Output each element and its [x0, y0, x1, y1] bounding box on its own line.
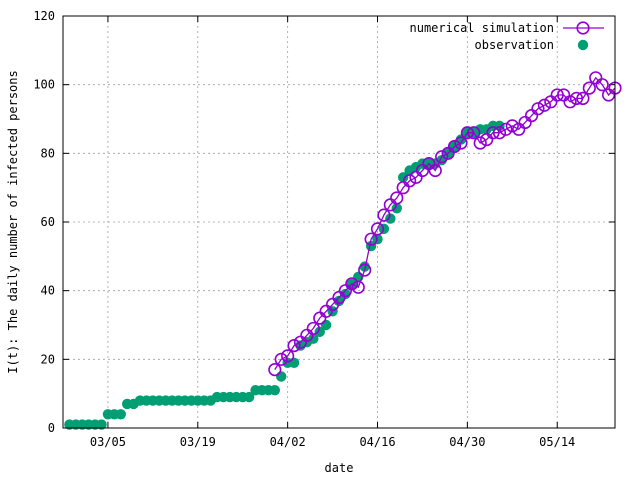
x-tick-label: 04/02 — [270, 435, 306, 449]
y-tick-labels: 0 20 40 60 80 100 120 — [33, 9, 55, 435]
observation-point — [397, 172, 409, 183]
x-tick-label: 04/30 — [449, 435, 485, 449]
x-tick-label: 03/05 — [90, 435, 126, 449]
x-axis-label: date — [325, 461, 354, 475]
simulation-point — [492, 126, 507, 140]
simulation-point — [287, 339, 301, 353]
observation-point — [320, 319, 332, 331]
simulation-point — [537, 98, 551, 112]
simulation-point — [306, 321, 320, 336]
simulation-point — [358, 263, 372, 277]
x-tick-label: 05/14 — [539, 435, 575, 449]
y-axis-label: I(t): The daily number of infected perso… — [6, 70, 20, 373]
simulation-point — [486, 126, 500, 140]
observation-series — [64, 120, 505, 430]
legend-marker-simulation — [576, 21, 590, 35]
legend: numerical simulation observation — [410, 21, 604, 52]
simulation-point — [390, 191, 404, 205]
simulation-point — [576, 91, 590, 105]
observation-point — [385, 213, 396, 224]
observation-point — [308, 333, 319, 344]
simulation-point — [569, 91, 584, 105]
simulation-point — [531, 102, 545, 116]
x-tick-label: 04/16 — [359, 435, 395, 449]
legend-symbol-observation — [577, 39, 589, 51]
observation-point — [314, 326, 325, 338]
simulation-point — [351, 280, 365, 294]
y-tick-label: 20 — [41, 352, 55, 366]
simulation-point — [473, 136, 487, 150]
simulation-point — [460, 126, 474, 140]
legend-label-observation: observation — [475, 38, 554, 52]
simulation-point — [281, 349, 295, 363]
y-tick-label: 80 — [41, 146, 55, 160]
simulation-point — [467, 126, 481, 140]
simulation-point — [582, 81, 596, 95]
axis-ticks — [63, 15, 615, 429]
simulation-point — [499, 122, 513, 136]
legend-label-simulation: numerical simulation — [410, 21, 555, 35]
y-tick-label: 40 — [41, 284, 55, 298]
simulation-point — [364, 232, 378, 246]
simulation-point — [377, 208, 391, 222]
y-tick-label: 0 — [48, 421, 55, 435]
simulation-point — [428, 163, 442, 178]
observation-point — [243, 391, 255, 403]
series — [64, 71, 622, 430]
observation-point — [115, 409, 126, 420]
simulation-point — [595, 78, 609, 92]
plot-frame — [62, 15, 616, 429]
simulation-point — [268, 363, 282, 377]
observation-point — [276, 371, 287, 382]
observation-point — [96, 419, 107, 430]
legend-marker-observation — [577, 39, 589, 51]
y-tick-label: 120 — [33, 9, 55, 23]
observation-point — [269, 385, 281, 396]
x-tick-label: 03/19 — [180, 435, 216, 449]
simulation-point — [550, 88, 564, 102]
simulation-point — [370, 222, 385, 236]
grid — [63, 16, 615, 428]
y-tick-label: 60 — [41, 215, 55, 229]
y-tick-label: 100 — [33, 78, 55, 92]
simulation-series — [268, 71, 622, 377]
simulation-point — [435, 150, 449, 164]
simulation-point — [345, 277, 359, 291]
observation-point — [391, 203, 402, 214]
observation-point — [288, 357, 300, 368]
legend-symbol-simulation — [563, 21, 604, 35]
simulation-point — [403, 174, 417, 188]
simulation-point — [447, 139, 462, 154]
simulation-point — [505, 119, 519, 133]
simulation-point — [563, 95, 577, 109]
simulation-point — [454, 136, 468, 150]
x-tick-labels: 03/05 03/19 04/02 04/16 04/30 05/14 — [90, 435, 575, 449]
simulation-point — [274, 352, 288, 366]
